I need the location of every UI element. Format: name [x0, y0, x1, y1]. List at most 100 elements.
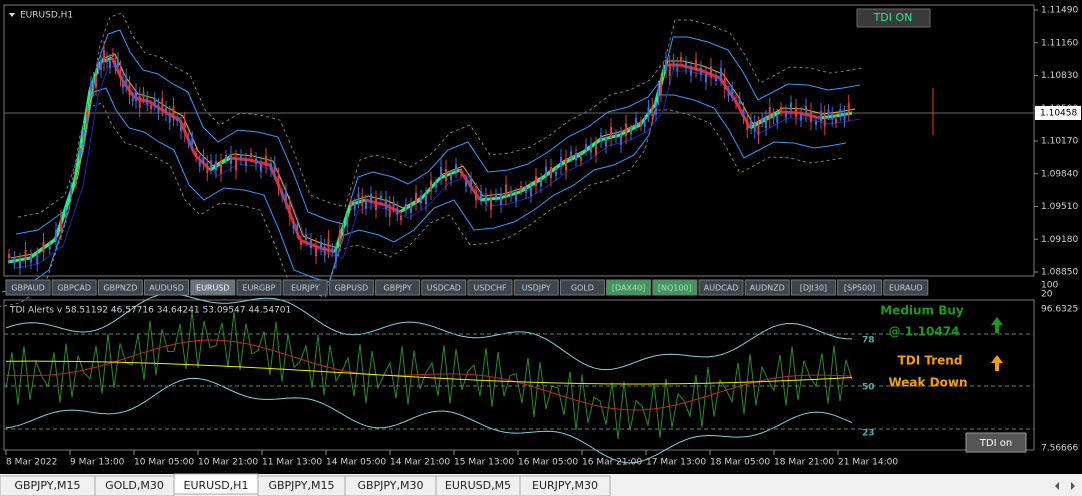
candle-body	[55, 230, 57, 240]
symbol-button[interactable]	[282, 279, 328, 296]
symbol-button-label[interactable]: USDCHF	[473, 284, 507, 293]
candle-body	[90, 82, 92, 90]
tab-label[interactable]: GOLD,M30	[105, 479, 164, 492]
symbol-button-label[interactable]: [DJI30]	[800, 284, 827, 293]
indicator-frame	[3, 299, 1035, 451]
candle-body	[475, 190, 477, 201]
tdi-button[interactable]	[965, 432, 1027, 453]
candle-body	[240, 154, 242, 160]
symbol-button[interactable]	[144, 279, 190, 296]
symbol-button[interactable]	[375, 279, 421, 296]
current-price: 1.10458	[1040, 109, 1077, 119]
symbol-button-label[interactable]: USDJPY	[522, 284, 551, 293]
symbol-button-label[interactable]: AUDUSD	[149, 284, 184, 293]
symbol-button[interactable]	[5, 279, 51, 296]
price-label: 1.11490	[1041, 6, 1078, 16]
symbol-button-label[interactable]: GBPAUD	[11, 284, 45, 293]
candle-body	[260, 163, 262, 172]
symbol-button[interactable]	[837, 279, 883, 296]
symbol-button-label[interactable]: GBPJPY	[383, 284, 412, 293]
candle-body	[202, 155, 205, 164]
candle-body	[700, 67, 702, 75]
candle-body	[161, 98, 164, 109]
tdi-toggle[interactable]	[856, 8, 931, 28]
candle-body	[715, 77, 717, 81]
scroll-right[interactable]	[1071, 482, 1075, 490]
symbol-button[interactable]	[652, 279, 698, 296]
time-label: 14 Mar 21:00	[390, 458, 450, 468]
tdi-toggle-label[interactable]: TDI ON	[873, 11, 913, 24]
symbol-button[interactable]	[467, 279, 513, 296]
symbol-button[interactable]	[698, 279, 744, 296]
tab-label[interactable]: GBPJPY,M15	[14, 479, 80, 492]
tab-label[interactable]: EURUSD,M5	[445, 479, 511, 492]
trend: Weak Down	[888, 376, 967, 390]
symbol-button-label[interactable]: AUDCAD	[704, 284, 739, 293]
candle-body	[288, 205, 291, 217]
symbol-button[interactable]	[559, 279, 605, 296]
candle-body	[550, 167, 552, 178]
symbol-button[interactable]	[513, 279, 559, 296]
candle-body	[114, 62, 117, 69]
candle-body	[19, 260, 21, 268]
trend-arrow	[991, 355, 1003, 371]
indicator-title: TDI Alerts v 58.51192 46.57716 34.64241 …	[9, 306, 291, 316]
symbol-button-label[interactable]: GBPUSD	[335, 284, 369, 293]
symbol-button[interactable]	[190, 279, 236, 296]
tab[interactable]	[519, 475, 611, 496]
candle-body	[665, 60, 667, 70]
symbol-button-label[interactable]: GOLD	[571, 284, 594, 293]
symbol-button[interactable]	[790, 279, 836, 296]
symbol-button-label[interactable]: EURAUD	[889, 284, 923, 293]
time-label: 9 Mar 13:00	[70, 458, 125, 468]
symbol-button[interactable]	[421, 279, 467, 296]
tdi-button-label[interactable]: TDI on	[979, 438, 1012, 449]
candle-body	[668, 64, 671, 76]
symbol-button-label[interactable]: USDCAD	[427, 284, 461, 293]
candle-body	[13, 257, 16, 263]
candle-body	[847, 102, 850, 113]
symbol-button-label[interactable]: EURJPY	[291, 284, 319, 293]
menu-arrow[interactable]	[9, 13, 15, 17]
band-lower	[1, 87, 847, 293]
symbol-button[interactable]	[606, 279, 652, 296]
symbol-button[interactable]	[97, 279, 143, 296]
tab-label[interactable]: GBPJPY,M30	[357, 479, 423, 492]
candle-body	[525, 187, 527, 193]
scroll-left[interactable]	[1055, 482, 1059, 490]
symbol-button-label[interactable]: [SP500]	[844, 284, 875, 293]
symbol-button-label[interactable]: EURUSD	[196, 284, 230, 293]
candle-body	[605, 137, 607, 147]
candle-body	[405, 204, 407, 210]
candle-body	[150, 105, 152, 109]
candle-body	[440, 167, 442, 177]
candle-body	[560, 157, 562, 167]
candle-body	[106, 57, 108, 63]
envelope	[17, 12, 863, 218]
symbol-button[interactable]	[51, 279, 97, 296]
candle-body	[430, 180, 432, 192]
symbol-button[interactable]	[236, 279, 282, 296]
tab-label[interactable]: EURJPY,M30	[532, 479, 598, 492]
symbol-button-label[interactable]: EURGBP	[243, 284, 276, 293]
candle-body	[585, 144, 587, 151]
candle-body	[195, 153, 197, 157]
candle-body	[735, 100, 737, 104]
symbol-button-label[interactable]: AUDNZD	[750, 284, 785, 293]
candle-body	[180, 121, 182, 131]
candle-body	[323, 246, 326, 256]
symbol-button-label[interactable]: [NQ100]	[658, 284, 692, 293]
symbol-button-label[interactable]: GBPCAD	[57, 284, 91, 293]
symbol-button-label[interactable]: [DAX40]	[612, 284, 645, 293]
symbol-button[interactable]	[328, 279, 374, 296]
symbol-button[interactable]	[744, 279, 790, 296]
symbol-button[interactable]	[883, 279, 929, 296]
price-label: 1.10170	[1041, 137, 1078, 147]
tab-label[interactable]: EURUSD,H1	[184, 479, 249, 492]
symbol-button-label[interactable]: GBPNZD	[103, 284, 137, 293]
candle-body	[672, 59, 675, 65]
candle-body	[460, 169, 462, 173]
tab-label[interactable]: GBPJPY,M15	[268, 479, 334, 492]
candle-body	[415, 193, 417, 203]
